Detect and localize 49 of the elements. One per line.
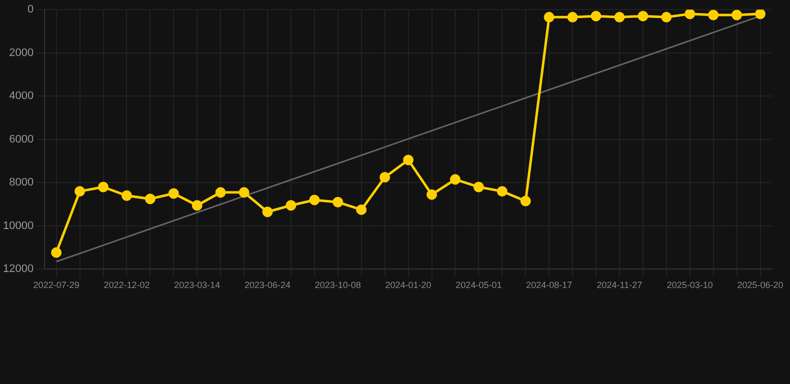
point — [262, 206, 273, 218]
point — [732, 10, 742, 20]
point — [238, 187, 250, 198]
y-tick-label: 10000 — [2, 220, 34, 232]
point — [496, 186, 508, 197]
point — [614, 12, 625, 22]
y-tick-label: 8000 — [9, 176, 34, 189]
x-tick-label: 2024-08-17 — [526, 280, 572, 290]
x-tick-label: 2022-07-29 — [33, 280, 80, 290]
y-tick-label: 2000 — [9, 46, 34, 59]
point — [567, 12, 578, 22]
point — [590, 10, 602, 22]
point — [450, 174, 460, 185]
x-tick-label: 2024-11-27 — [596, 280, 642, 290]
point — [520, 196, 531, 206]
point — [98, 182, 108, 192]
point — [144, 194, 156, 204]
x-tick-label: 2023-06-24 — [244, 280, 291, 290]
point — [684, 10, 696, 20]
point — [544, 12, 554, 22]
point — [708, 10, 719, 20]
point — [332, 196, 344, 208]
x-tick-label: 2024-01-20 — [385, 280, 432, 290]
x-tick-label: 2022-12-02 — [104, 280, 150, 290]
point — [473, 182, 484, 192]
point — [121, 190, 132, 201]
point — [309, 194, 320, 206]
x-tick-label: 2023-10-08 — [314, 280, 361, 290]
y-tick-label: 4000 — [9, 90, 34, 102]
x-tick-label: 2023-03-14 — [174, 280, 220, 290]
point — [51, 247, 62, 258]
point — [356, 204, 367, 215]
point — [755, 10, 766, 20]
point — [380, 172, 390, 183]
point — [661, 12, 672, 22]
point — [215, 187, 226, 198]
x-tick-label: 2025-06-20 — [737, 280, 784, 290]
y-tick-label: 12000 — [2, 263, 34, 276]
y-tick-label: 0 — [27, 4, 34, 16]
point — [426, 189, 438, 200]
point — [403, 154, 414, 166]
point — [286, 200, 296, 211]
point — [74, 186, 86, 197]
point — [168, 188, 179, 199]
point — [192, 200, 202, 211]
x-tick-label: 2024-05-01 — [456, 280, 502, 290]
x-tick-label: 2025-03-10 — [666, 280, 713, 290]
point — [638, 10, 648, 22]
y-tick-label: 6000 — [9, 133, 34, 146]
